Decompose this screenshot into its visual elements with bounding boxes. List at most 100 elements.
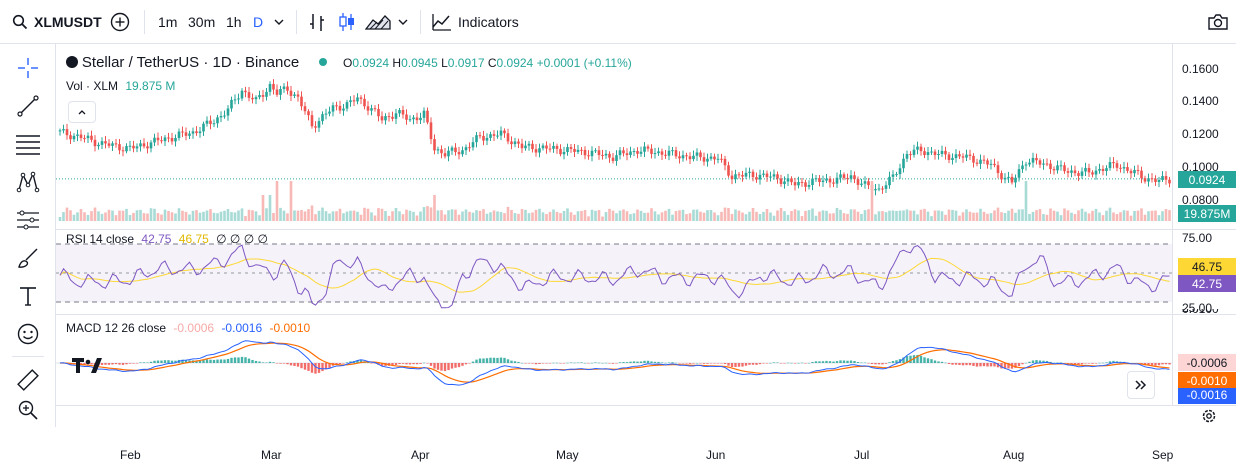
candle (583, 146, 587, 160)
macd-histogram-bar (685, 363, 688, 364)
trend-line-tool[interactable] (8, 88, 48, 124)
volume-bar (223, 210, 226, 221)
interval-1m[interactable]: 1m (158, 14, 178, 30)
macd-histogram-bar (632, 361, 636, 363)
candle (975, 158, 979, 167)
volume-bar (461, 211, 464, 221)
bar-style-button[interactable] (308, 0, 326, 44)
volume-bar (842, 213, 846, 221)
candle (786, 173, 790, 187)
volume-bar (821, 210, 825, 221)
price-axis-label[interactable]: 0.1400 (1182, 94, 1219, 108)
brush-tool[interactable] (8, 240, 48, 276)
macd-histogram-bar (797, 362, 800, 364)
symbol-search-button[interactable]: XLMUSDT (12, 0, 102, 44)
tradingview-logo[interactable] (72, 355, 104, 375)
pane-separator[interactable] (56, 314, 1236, 315)
macd-histogram-bar (832, 361, 835, 363)
rsi-axis-label[interactable]: 25.00 (1182, 301, 1213, 315)
time-axis-label[interactable]: Apr (411, 448, 430, 462)
volume-bar (58, 217, 62, 221)
rsi-label[interactable]: RSI 14 close (66, 232, 135, 246)
volume-bar (828, 213, 832, 221)
fib-retracement-tool[interactable] (8, 126, 48, 162)
macd-line-tag[interactable]: -0.0016 (1178, 388, 1236, 404)
indicators-button[interactable]: Indicators (432, 0, 519, 44)
time-axis-label[interactable]: Jun (706, 448, 726, 462)
volume-bar (317, 210, 321, 221)
text-tool[interactable] (8, 278, 48, 314)
volume-bar (926, 211, 930, 221)
time-axis-label[interactable]: Jul (854, 448, 870, 462)
interval-d[interactable]: D (253, 14, 264, 30)
rsi-axis-label[interactable]: 75.00 (1182, 231, 1213, 245)
zoom-in-tool[interactable] (8, 392, 48, 428)
chart-style-dropdown[interactable] (397, 0, 409, 44)
ruler-tool[interactable] (8, 362, 48, 398)
volume-bar (685, 214, 688, 221)
price-axis-label[interactable]: 0.1200 (1182, 127, 1219, 141)
candle (114, 138, 118, 148)
macd-histogram-bar (751, 363, 755, 365)
macd-signal-tag[interactable]: -0.0010 (1178, 372, 1236, 389)
time-axis-label[interactable]: May (556, 448, 579, 462)
price-axis-label[interactable]: 0.0800 (1182, 193, 1219, 207)
scroll-to-realtime-button[interactable] (1127, 371, 1155, 399)
volume-tag[interactable]: 19.875M (1178, 205, 1236, 222)
macd-histogram-bar (737, 363, 741, 367)
volume-bar (205, 210, 209, 221)
crosshair-tool[interactable] (8, 50, 48, 86)
macd-histogram-bar (258, 361, 261, 363)
macd-histogram-bar (706, 363, 709, 364)
last-price-tag[interactable]: 0.0924 (1178, 171, 1236, 188)
price-axis-label[interactable]: 0.1600 (1182, 62, 1219, 76)
macd-hist-tag[interactable]: -0.0006 (1178, 354, 1236, 371)
bars-icon (310, 14, 324, 31)
icon-tool[interactable] (8, 316, 48, 352)
symbol-description[interactable]: Stellar / TetherUS · 1D · Binance (81, 54, 300, 71)
candle (1056, 160, 1059, 174)
candle (464, 144, 468, 156)
area-style-button[interactable] (365, 0, 391, 44)
chart-area[interactable]: Stellar / TetherUS · 1D · Binance O0.092… (56, 44, 1236, 462)
price-axis-label[interactable]: 0.1000 (1182, 160, 1219, 174)
candle (1098, 163, 1101, 174)
pattern-tool[interactable] (8, 164, 48, 200)
rsi-ma-tag[interactable]: 46.75 (1178, 258, 1236, 275)
macd-histogram-bar (356, 360, 359, 363)
chart-settings-button[interactable] (1198, 405, 1220, 427)
volume-bar (664, 210, 667, 221)
compare-symbol-button[interactable] (110, 0, 130, 44)
interval-30m[interactable]: 30m (188, 14, 216, 30)
candle (191, 127, 195, 139)
interval-dropdown[interactable] (273, 0, 285, 44)
macd-histogram-bar (216, 359, 219, 363)
candle (331, 102, 335, 117)
volume-bar (814, 215, 818, 221)
candle (776, 171, 779, 184)
time-axis-label[interactable]: Sep (1152, 448, 1174, 462)
candles-style-button[interactable] (338, 0, 356, 44)
volume-label[interactable]: Vol · XLM (66, 79, 119, 93)
time-axis-label[interactable]: Mar (261, 448, 282, 462)
candle (888, 171, 891, 189)
time-axis-label[interactable]: Aug (1003, 448, 1025, 462)
rsi-tag[interactable]: 42.75 (1178, 275, 1236, 292)
candle (321, 111, 324, 125)
market-status-dot[interactable] (319, 58, 328, 66)
macd-label[interactable]: MACD 12 26 close (66, 321, 167, 335)
interval-1h[interactable]: 1h (226, 14, 242, 30)
volume-bar (412, 211, 415, 221)
candle (58, 128, 62, 136)
forecasting-tool[interactable] (8, 202, 48, 238)
pane-separator[interactable] (56, 229, 1236, 230)
macd-histogram-bar (114, 363, 118, 365)
candle (909, 151, 912, 161)
macd-histogram-bar (412, 363, 415, 365)
snapshot-button[interactable] (1207, 0, 1229, 44)
macd-histogram-bar (618, 362, 622, 363)
macd-histogram-bar (608, 363, 611, 364)
collapse-legend-button[interactable] (68, 101, 96, 123)
time-axis-label[interactable]: Feb (120, 448, 141, 462)
chart-canvas[interactable] (56, 44, 1236, 427)
